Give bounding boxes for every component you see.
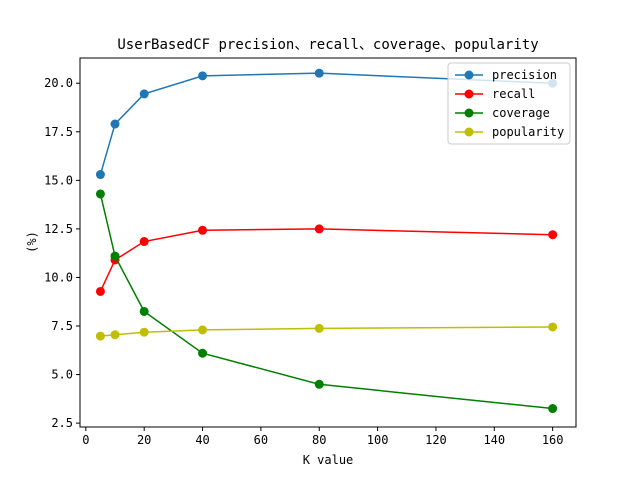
- series-line-coverage: [99, 193, 553, 410]
- y-tick-label: 5.0: [51, 368, 73, 382]
- x-tick-label: 100: [367, 433, 389, 447]
- chart-title: UserBasedCF precision、recall、coverage、po…: [117, 37, 538, 53]
- legend-label-coverage: coverage: [492, 106, 550, 120]
- data-point-coverage: [110, 251, 120, 261]
- data-point-popularity: [95, 331, 105, 341]
- x-tick-label: 0: [82, 433, 89, 447]
- data-point-precision: [95, 170, 105, 180]
- plot-frame: [79, 57, 577, 428]
- y-axis-label: (%): [25, 231, 39, 253]
- y-tick-label: 15.0: [44, 173, 73, 187]
- legend-label-popularity: popularity: [492, 125, 564, 139]
- data-point-coverage: [198, 348, 208, 358]
- data-point-precision: [110, 119, 120, 129]
- x-tick-label: 80: [312, 433, 326, 447]
- x-tick-label: 60: [254, 433, 268, 447]
- data-point-popularity: [198, 325, 208, 335]
- x-tick-label: 140: [483, 433, 505, 447]
- data-point-recall: [139, 237, 149, 247]
- data-point-popularity: [548, 322, 558, 332]
- data-point-popularity: [314, 323, 324, 333]
- data-point-coverage: [548, 404, 558, 414]
- data-point-recall: [548, 230, 558, 240]
- x-tick-label: 160: [542, 433, 564, 447]
- series-line-precision: [99, 72, 553, 175]
- y-tick-label: 10.0: [44, 270, 73, 284]
- x-axis-label: K value: [303, 453, 354, 467]
- legend-marker-recall: [464, 89, 474, 99]
- data-point-popularity: [139, 327, 149, 337]
- y-tick-label: 17.5: [44, 125, 73, 139]
- legend-marker-precision: [464, 70, 474, 80]
- data-point-recall: [314, 224, 324, 234]
- x-tick-label: 40: [195, 433, 209, 447]
- data-point-recall: [95, 286, 105, 296]
- series-line-recall: [99, 228, 553, 292]
- data-point-precision: [139, 89, 149, 99]
- data-point-precision: [314, 68, 324, 78]
- legend-marker-popularity: [464, 127, 474, 137]
- data-point-coverage: [139, 306, 149, 316]
- data-point-recall: [198, 225, 208, 235]
- x-tick-label: 20: [137, 433, 151, 447]
- y-tick-label: 20.0: [44, 76, 73, 90]
- y-tick-label: 2.5: [51, 416, 73, 430]
- legend-marker-coverage: [464, 108, 474, 118]
- data-point-precision: [198, 71, 208, 81]
- legend-label-recall: recall: [492, 87, 535, 101]
- y-tick-label: 12.5: [44, 222, 73, 236]
- data-point-coverage: [314, 379, 324, 389]
- data-point-coverage: [95, 189, 105, 199]
- y-tick-label: 7.5: [51, 319, 73, 333]
- data-point-popularity: [110, 330, 120, 340]
- legend-box: [447, 62, 571, 145]
- legend: precision recall coverage popularity: [447, 62, 571, 145]
- x-tick-label: 120: [425, 433, 447, 447]
- legend-label-precision: precision: [492, 68, 557, 82]
